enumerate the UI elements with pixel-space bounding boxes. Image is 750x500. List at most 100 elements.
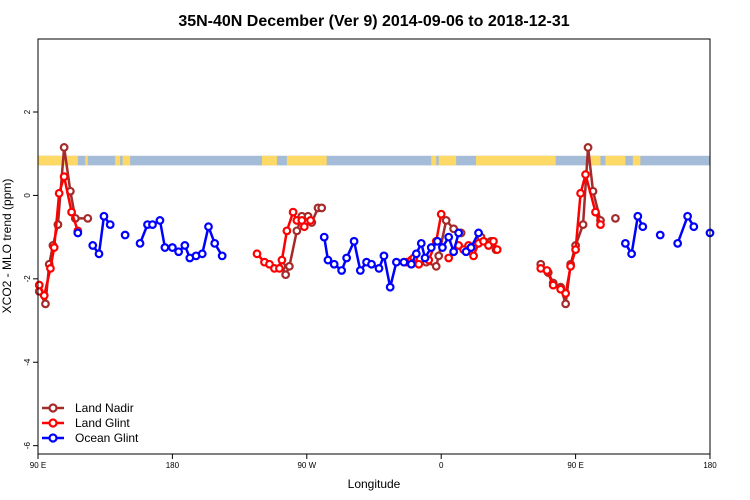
land-segment xyxy=(286,155,327,166)
data-point xyxy=(46,263,55,273)
y-tick-label: 0 xyxy=(23,193,32,198)
legend-label: Land Nadir xyxy=(75,401,134,415)
data-point xyxy=(281,270,291,280)
data-point xyxy=(399,257,409,267)
data-point xyxy=(416,238,426,248)
data-point xyxy=(469,251,478,261)
data-point xyxy=(34,280,44,290)
data-point xyxy=(148,220,157,230)
data-point xyxy=(288,207,298,217)
data-point xyxy=(180,241,190,250)
data-point xyxy=(299,222,309,232)
data-point xyxy=(88,241,98,250)
data-point xyxy=(581,170,590,179)
data-point xyxy=(59,172,69,182)
data-point xyxy=(155,216,165,225)
data-point xyxy=(578,220,588,230)
data-point xyxy=(317,203,327,213)
data-point xyxy=(566,261,576,271)
data-point xyxy=(583,143,593,152)
data-point xyxy=(433,236,442,246)
y-axis: 2 0 -2 -4 -6 xyxy=(23,109,38,449)
data-point xyxy=(217,251,227,261)
x-tick-label: 180 xyxy=(703,461,717,470)
data-point xyxy=(41,299,50,309)
data-point xyxy=(284,261,294,271)
series-land-nadir xyxy=(34,143,620,309)
data-point xyxy=(591,207,600,217)
data-point xyxy=(323,255,333,265)
data-point xyxy=(571,245,580,255)
data-point xyxy=(342,253,352,263)
data-point xyxy=(39,291,49,300)
data-point xyxy=(210,238,220,248)
data-point xyxy=(277,255,287,265)
data-point xyxy=(204,222,213,232)
land-segment xyxy=(85,155,88,166)
series-line xyxy=(91,215,112,256)
data-point xyxy=(374,263,384,273)
land-segment xyxy=(605,155,626,166)
data-point xyxy=(673,238,683,248)
land-segment xyxy=(438,155,457,166)
x-axis-label: Longitude xyxy=(348,477,401,491)
data-point xyxy=(67,207,76,217)
land-segment xyxy=(632,155,641,166)
data-point xyxy=(414,259,424,269)
data-point xyxy=(454,228,464,238)
data-point xyxy=(99,211,109,221)
data-point xyxy=(420,253,430,263)
data-point xyxy=(105,220,115,230)
data-point xyxy=(292,226,302,236)
data-point xyxy=(620,238,630,248)
y-tick-label: -6 xyxy=(23,442,32,450)
data-point xyxy=(73,228,83,238)
land-ocean-map-strip xyxy=(38,155,710,166)
data-point xyxy=(83,213,93,223)
land-segment xyxy=(476,155,556,166)
data-point xyxy=(282,226,292,236)
data-point xyxy=(167,243,177,252)
data-point xyxy=(329,259,339,269)
legend-item: Land Glint xyxy=(42,416,130,430)
data-point xyxy=(561,289,571,298)
data-point xyxy=(492,245,502,255)
data-point xyxy=(355,266,365,275)
data-point xyxy=(367,259,376,269)
land-segment xyxy=(590,155,601,166)
data-point xyxy=(633,211,643,221)
land-segment xyxy=(262,155,277,166)
data-point xyxy=(379,251,389,261)
chart-title: 35N-40N December (Ver 9) 2014-09-06 to 2… xyxy=(178,13,569,30)
data-point xyxy=(275,263,284,273)
data-point xyxy=(638,222,648,232)
series-layer xyxy=(34,143,715,309)
data-point xyxy=(411,249,421,259)
data-point xyxy=(683,211,692,221)
x-tick-label: 90 E xyxy=(567,461,583,470)
data-point xyxy=(319,232,329,242)
data-point xyxy=(596,220,605,230)
data-point xyxy=(252,249,262,259)
data-point xyxy=(337,266,347,275)
series-line xyxy=(38,175,80,297)
y-tick-label: -2 xyxy=(23,275,32,283)
data-point xyxy=(120,230,130,240)
land-segment xyxy=(38,155,78,166)
land-segment xyxy=(115,155,121,166)
data-point xyxy=(438,243,447,252)
data-point xyxy=(611,213,620,223)
data-point xyxy=(444,253,454,263)
data-point xyxy=(434,251,444,261)
data-point xyxy=(449,247,459,257)
data-point xyxy=(59,143,69,152)
data-point xyxy=(441,216,451,225)
data-point xyxy=(426,243,436,252)
x-tick-label: 0 xyxy=(439,461,444,470)
x-tick-label: 90 E xyxy=(30,461,46,470)
data-point xyxy=(135,238,145,248)
ocean-band xyxy=(38,155,710,166)
data-point xyxy=(385,282,395,292)
